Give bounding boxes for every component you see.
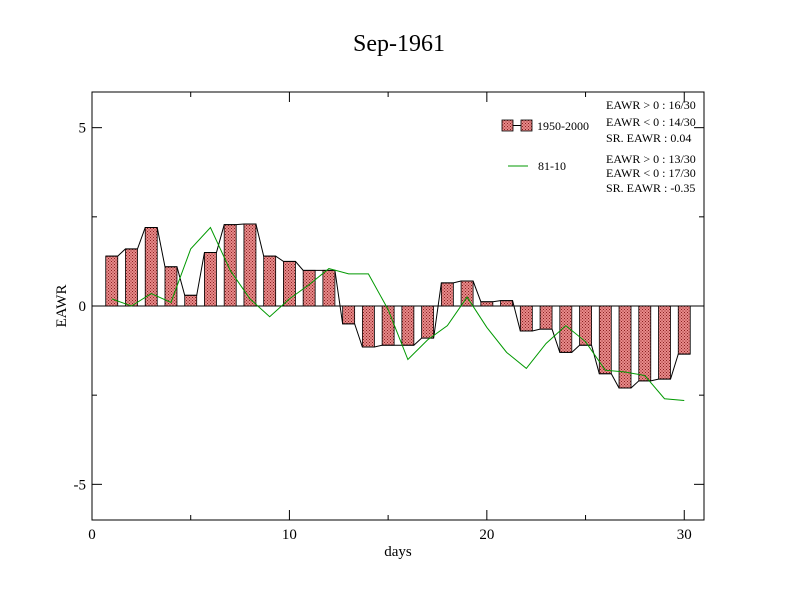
x-tick-label-10: 10	[282, 527, 297, 543]
legend: 1950-2000 81-10	[501, 119, 589, 173]
bar-day-22	[519, 305, 533, 332]
stat-8110-positive: EAWR > 0 : 13/30	[606, 152, 696, 166]
x-tick-label-0: 0	[88, 527, 96, 543]
bar-day-18	[440, 282, 454, 307]
x-tick-label-30: 30	[677, 527, 692, 543]
legend-swatch-bar-left	[501, 119, 514, 132]
bar-day-12	[322, 269, 336, 307]
bar-day-30	[677, 305, 691, 355]
legend-swatch-bar-right	[520, 119, 533, 132]
line-81-10-path	[111, 226, 685, 402]
y-tick-label--5: -5	[74, 477, 87, 493]
x-axis-label: days	[384, 544, 412, 560]
bar-day-6	[204, 252, 217, 307]
legend-label-81-10: 81-10	[538, 159, 566, 173]
bar-day-8	[243, 223, 257, 307]
bar-day-15	[381, 305, 395, 346]
stats-block: EAWR > 0 : 16/30 EAWR < 0 : 14/30 SR. EA…	[606, 98, 696, 195]
stat-8110-sr: SR. EAWR : -0.35	[606, 181, 695, 195]
bar-day-28	[638, 305, 652, 382]
bar-day-2	[125, 248, 138, 307]
stat-1950-negative: EAWR < 0 : 14/30	[606, 115, 696, 129]
bar-day-16	[401, 305, 415, 346]
legend-label-1950-2000: 1950-2000	[537, 119, 589, 133]
bar-day-27	[618, 305, 632, 389]
axis-ticks: 0 10 20 30 -5 0 5	[74, 92, 704, 543]
bar-day-7	[223, 224, 237, 307]
bar-day-29	[658, 305, 671, 380]
bar-day-19	[460, 280, 474, 307]
bars-series-1950-2000	[105, 223, 691, 389]
stat-8110-negative: EAWR < 0 : 17/30	[606, 166, 696, 180]
x-tick-label-20: 20	[479, 527, 494, 543]
bar-day-23	[539, 305, 553, 330]
y-tick-label-5: 5	[79, 121, 87, 137]
bar-day-13	[342, 305, 356, 325]
bar-day-20	[480, 301, 494, 307]
line-series-81-10	[111, 226, 685, 402]
bar-tops-line	[105, 223, 691, 389]
bar-day-5	[184, 294, 198, 307]
y-tick-label-0: 0	[79, 299, 87, 315]
bar-day-9	[263, 255, 277, 307]
bars-outline-line	[105, 223, 691, 389]
y-axis-label: EAWR	[54, 285, 70, 328]
bar-day-17	[421, 305, 435, 339]
bar-day-1	[105, 255, 119, 307]
stat-1950-positive: EAWR > 0 : 16/30	[606, 98, 696, 112]
bar-day-21	[500, 300, 513, 307]
chart-title: Sep-1961	[353, 31, 445, 57]
stat-1950-sr: SR. EAWR : 0.04	[606, 131, 691, 145]
bar-day-25	[579, 305, 592, 346]
bar-day-3	[144, 227, 158, 307]
bar-day-14	[361, 305, 375, 348]
